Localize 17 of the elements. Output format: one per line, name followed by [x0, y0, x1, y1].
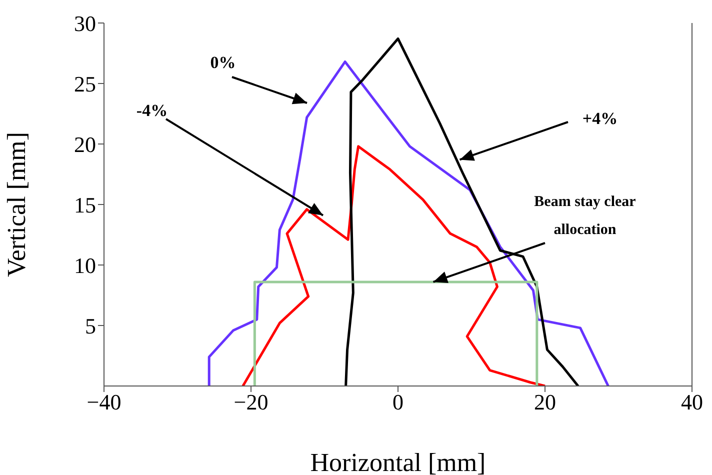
y-tick-label: 15 [74, 192, 96, 218]
x-tick-label: −20 [234, 390, 268, 415]
y-tick-label: 20 [74, 132, 96, 157]
annotation: Beam stay clear allocation [534, 194, 636, 238]
annotation: 0% [210, 53, 236, 72]
x-tick-label: 20 [534, 390, 556, 415]
y-axis-title: Vertical [mm] [2, 132, 32, 278]
x-tick-label: −40 [86, 390, 122, 415]
annotation: -4% [136, 101, 168, 120]
annotation: +4% [582, 109, 618, 128]
y-tick-label: 5 [85, 313, 96, 338]
x-tick-label: 40 [681, 390, 703, 415]
y-tick-label: 30 [74, 10, 96, 36]
x-tick-label: 0 [392, 390, 404, 415]
y-tick-label: 10 [74, 252, 96, 278]
x-axis-title: Horizontal [mm] [310, 448, 486, 475]
y-tick-label: 25 [74, 71, 96, 96]
